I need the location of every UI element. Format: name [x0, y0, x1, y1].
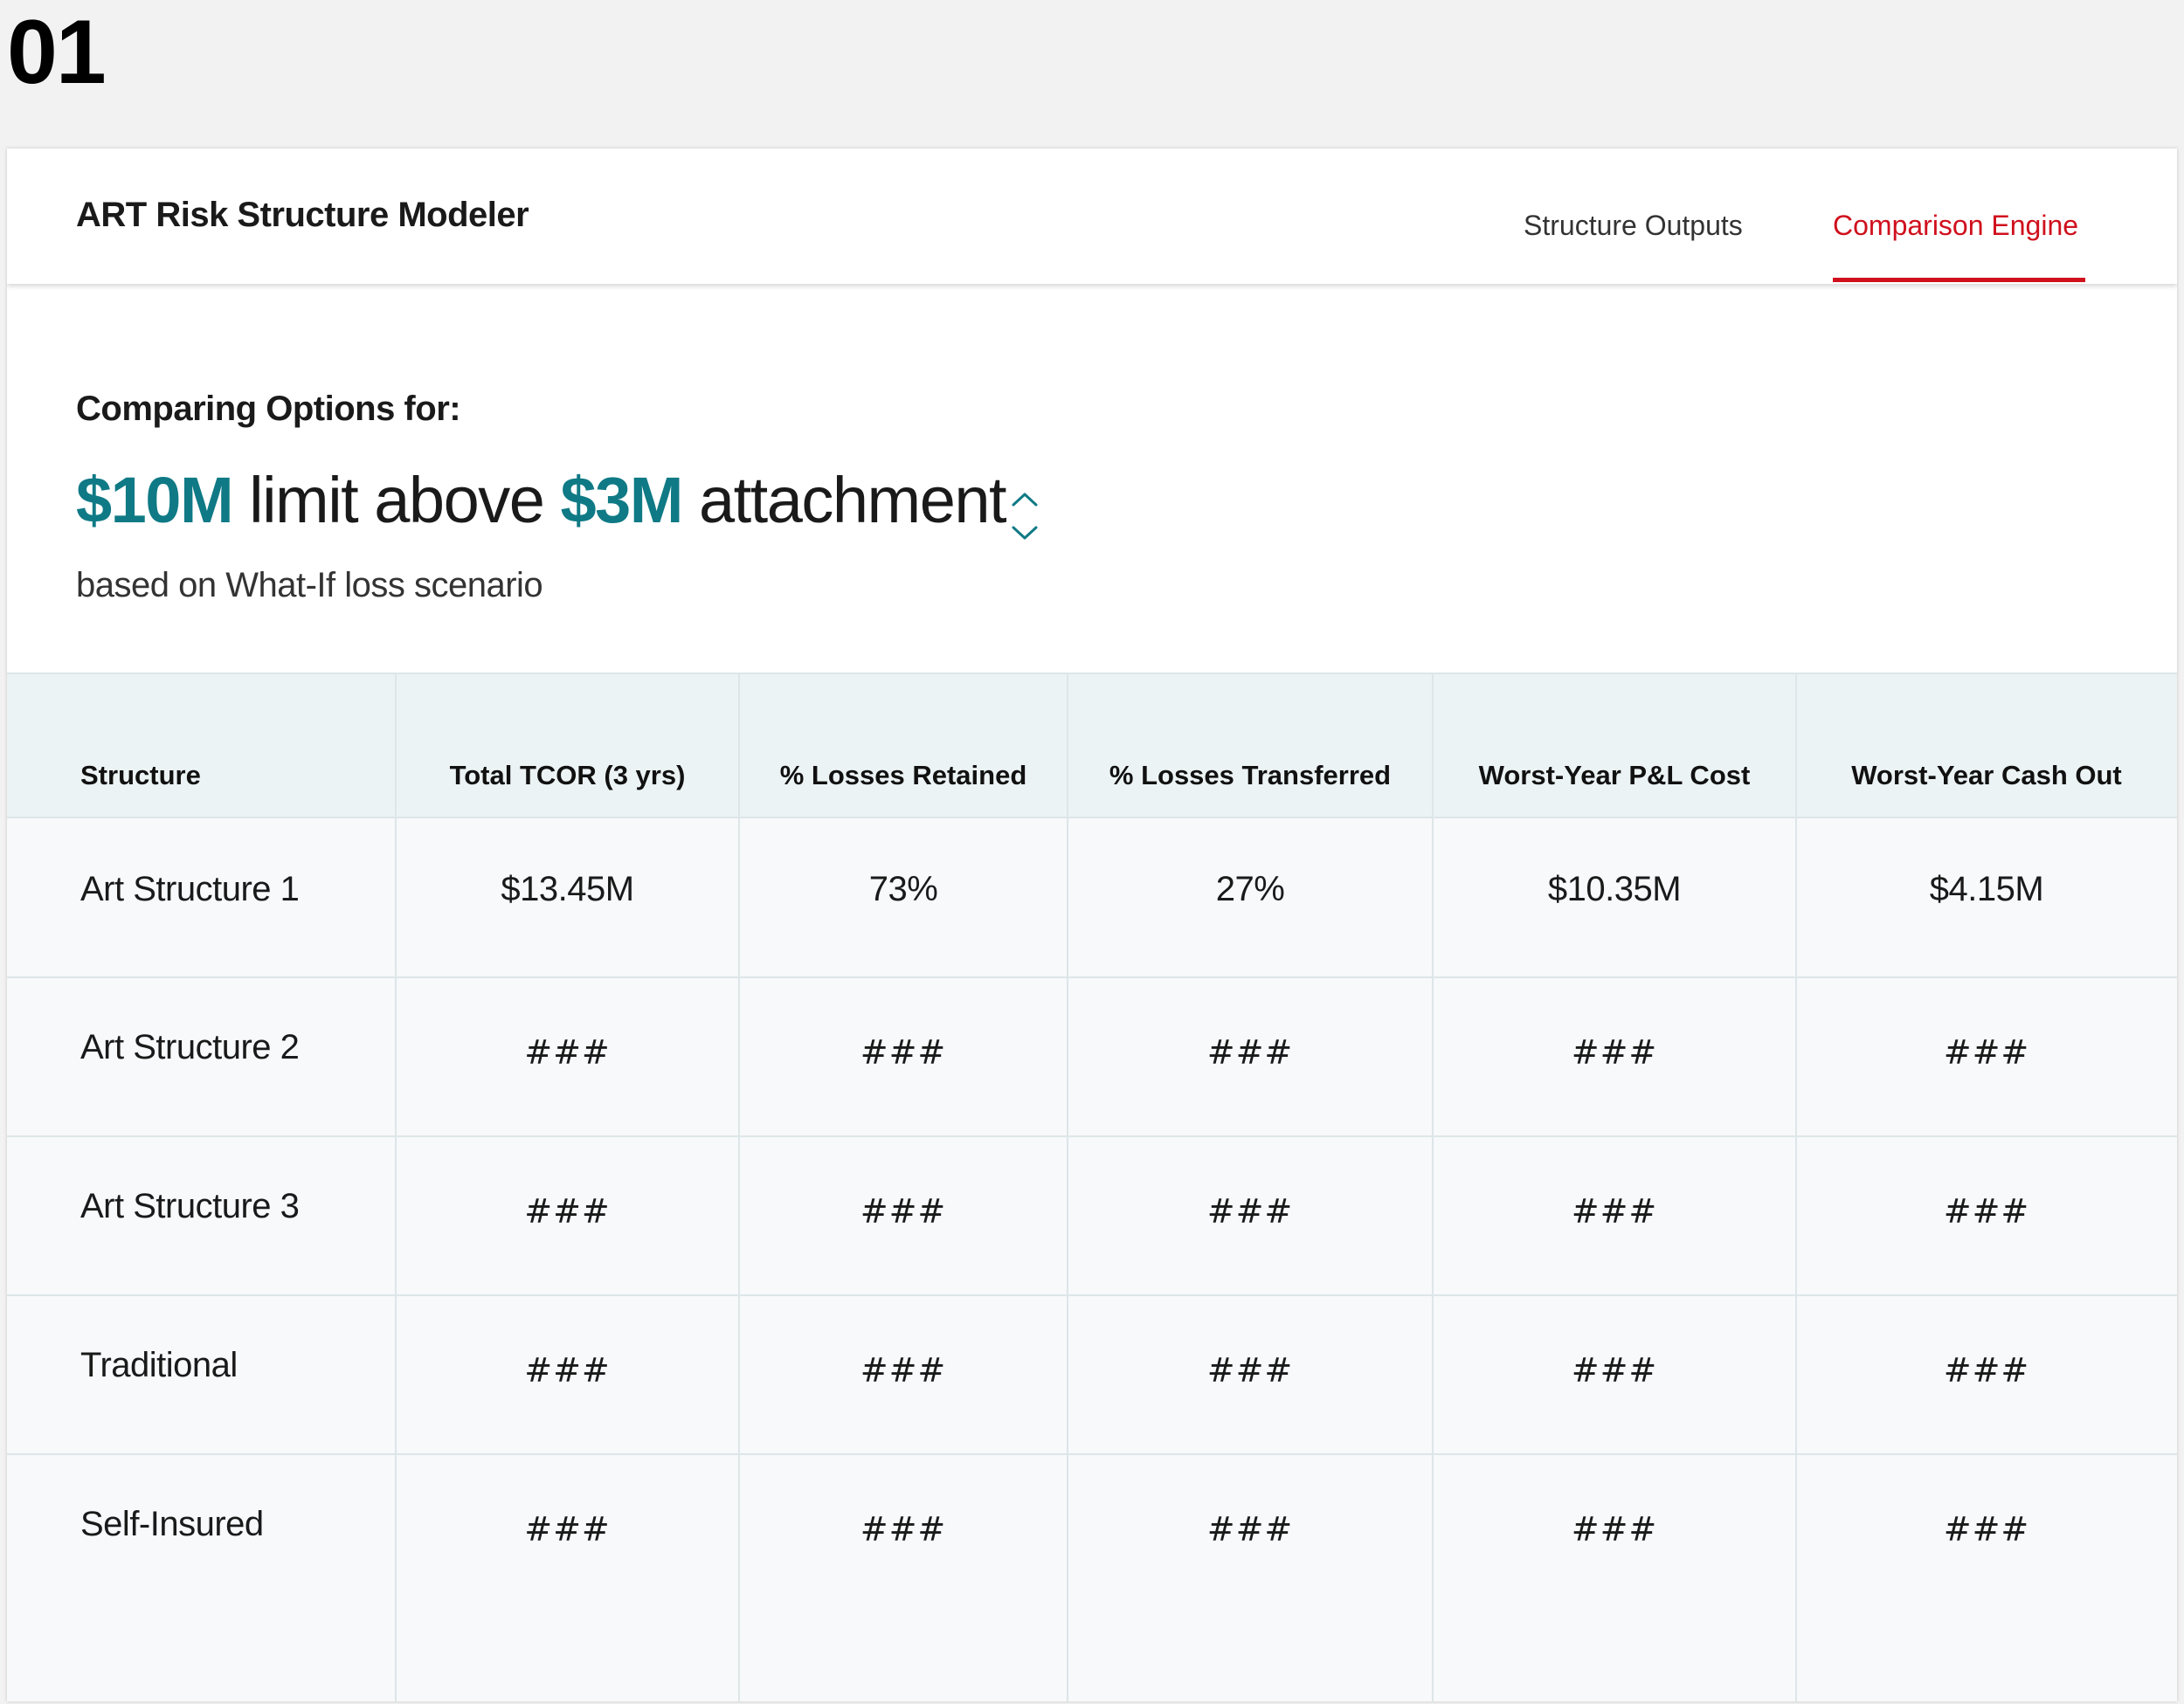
value-cell: ### — [1206, 1033, 1294, 1072]
value-cell: ### — [1943, 1510, 2030, 1549]
structure-name-cell: Art Structure 2 — [80, 1028, 300, 1066]
row-divider — [7, 976, 2177, 978]
value-cell: ### — [524, 1033, 611, 1072]
value-cell: $13.45M — [501, 870, 634, 908]
modeler-panel: ART Risk Structure Modeler Structure Out… — [7, 148, 2177, 1701]
value-cell: ### — [1943, 1033, 2030, 1072]
column-header[interactable]: Worst-Year P&L Cost — [1478, 760, 1751, 790]
comparing-label: Comparing Options for: — [76, 390, 461, 428]
value-cell: ### — [1571, 1033, 1658, 1072]
column-divider — [1795, 674, 1797, 1701]
tab-comparison-engine[interactable]: Comparison Engine — [1833, 210, 2079, 241]
value-cell: ### — [524, 1351, 611, 1390]
structure-name-cell: Art Structure 1 — [80, 870, 300, 908]
row-divider — [7, 1135, 2177, 1137]
value-cell: ### — [1571, 1510, 1658, 1549]
active-tab-indicator — [1833, 278, 2085, 282]
limit-value: $10M — [76, 464, 234, 536]
value-cell: ### — [1571, 1351, 1658, 1390]
attachment-text: attachment — [698, 464, 1007, 536]
value-cell: 73% — [868, 870, 938, 908]
column-divider — [1067, 674, 1068, 1701]
structure-name-cell: Traditional — [80, 1346, 238, 1384]
value-cell: ### — [524, 1192, 611, 1231]
scenario-headline: $10M limit above $3M attachment — [76, 463, 1007, 537]
value-cell: ### — [1206, 1192, 1294, 1231]
limit-text: limit above — [249, 464, 545, 536]
scenario-basis: based on What-If loss scenario — [76, 566, 543, 604]
value-cell: $10.35M — [1547, 870, 1682, 908]
value-cell: ### — [860, 1351, 947, 1390]
value-cell: ### — [1206, 1351, 1294, 1390]
column-divider — [738, 674, 740, 1701]
value-cell: ### — [860, 1192, 947, 1231]
row-divider — [7, 1453, 2177, 1455]
app-header: ART Risk Structure Modeler Structure Out… — [7, 148, 2177, 284]
table-row[interactable]: Self-Insured ### ### ### ### ### — [7, 1454, 2177, 1613]
structure-name-cell: Self-Insured — [80, 1505, 264, 1543]
step-number: 01 — [7, 2, 107, 103]
value-cell: ### — [860, 1033, 947, 1072]
table-row[interactable]: Art Structure 2 ### ### ### ### ### — [7, 977, 2177, 1136]
table-row[interactable]: Traditional ### ### ### ### ### — [7, 1295, 2177, 1454]
value-cell: ### — [524, 1510, 611, 1549]
value-cell: ### — [1571, 1192, 1658, 1231]
chevron-up-down-icon — [1012, 493, 1038, 540]
value-cell: ### — [860, 1510, 947, 1549]
column-divider — [1432, 674, 1434, 1701]
row-divider — [7, 1294, 2177, 1296]
column-header[interactable]: % Losses Retained — [779, 760, 1027, 790]
value-cell: $4.15M — [1929, 870, 2044, 908]
column-header[interactable]: Worst-Year Cash Out — [1851, 760, 2122, 790]
value-cell: 27% — [1215, 870, 1285, 908]
table-header-row — [7, 674, 2177, 818]
column-header[interactable]: Structure — [80, 760, 201, 790]
value-cell: ### — [1943, 1192, 2030, 1231]
column-header[interactable]: % Losses Transferred — [1109, 760, 1392, 790]
attachment-value: $3M — [560, 464, 683, 536]
table-row[interactable]: Art Structure 3 ### ### ### ### ### — [7, 1136, 2177, 1295]
value-cell: ### — [1943, 1351, 2030, 1390]
column-header[interactable]: Total TCOR (3 yrs) — [449, 760, 686, 790]
tab-structure-outputs[interactable]: Structure Outputs — [1524, 210, 1743, 241]
scenario-stepper[interactable] — [1003, 484, 1047, 548]
app-title: ART Risk Structure Modeler — [76, 196, 529, 234]
column-divider — [395, 674, 397, 1701]
value-cell: ### — [1206, 1510, 1294, 1549]
structure-name-cell: Art Structure 3 — [80, 1187, 300, 1225]
comparison-table: Structure Total TCOR (3 yrs) % Losses Reta… — [7, 673, 2177, 1701]
table-row[interactable]: Art Structure 1 $13.45M 73% 27% $10.35M $4.15… — [7, 818, 2177, 977]
